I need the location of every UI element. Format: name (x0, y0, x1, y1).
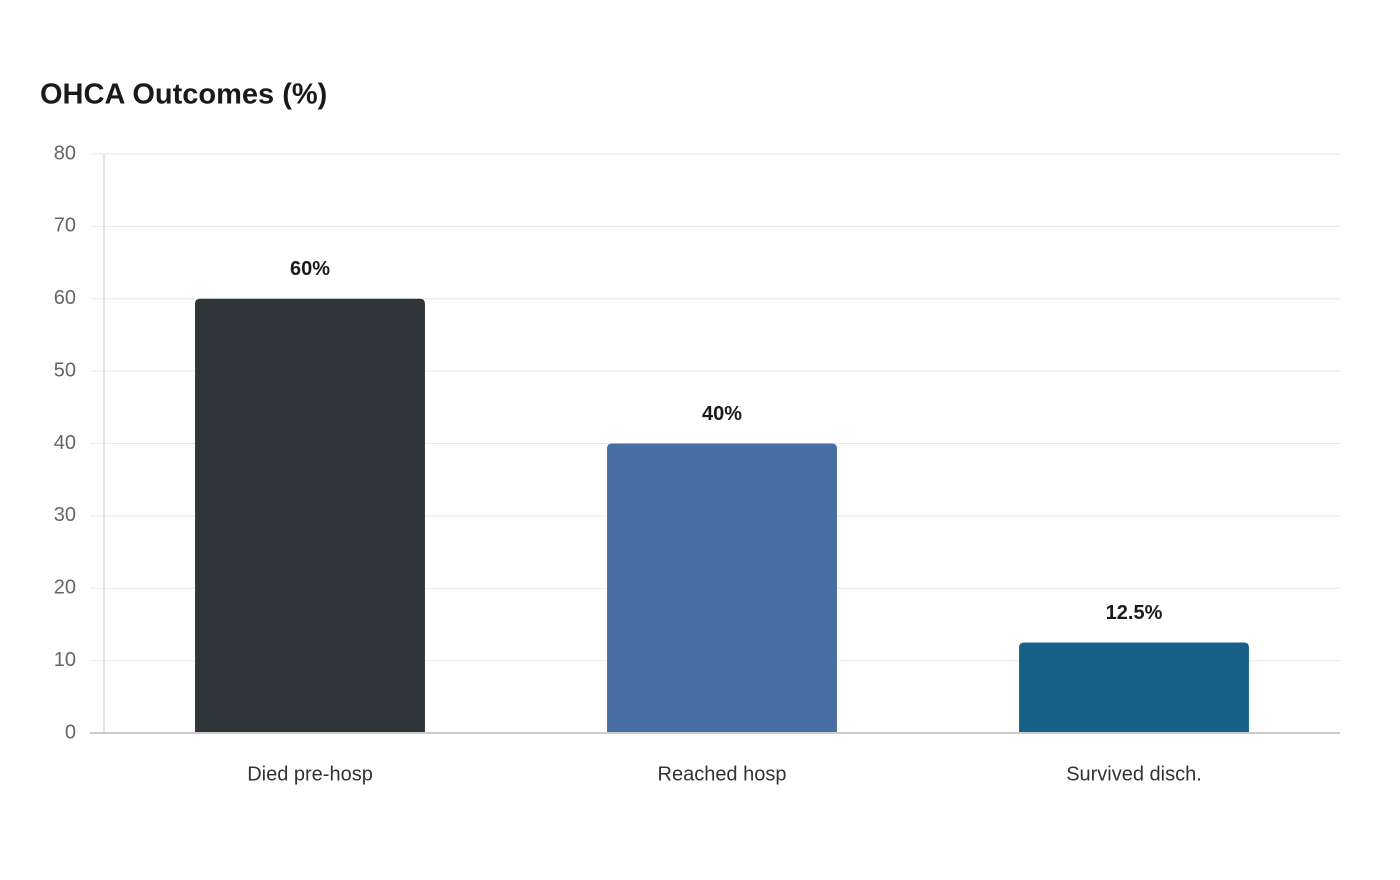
y-tick-label: 0 (65, 721, 76, 743)
y-tick-label: 30 (54, 504, 76, 526)
value-label: 12.5% (1106, 602, 1163, 624)
y-tick-label: 20 (54, 577, 76, 599)
y-tick-label: 40 (54, 432, 76, 454)
value-label: 60% (290, 258, 330, 280)
chart-title: OHCA Outcomes (%) (40, 79, 327, 111)
y-tick-label: 60 (54, 287, 76, 309)
y-tick-label: 80 (54, 142, 76, 164)
bar (195, 298, 425, 733)
x-tick-label: Reached hosp (658, 763, 787, 785)
value-label: 40% (702, 403, 742, 425)
y-tick-label: 10 (54, 649, 76, 671)
y-tick-label: 50 (54, 359, 76, 381)
x-tick-label: Died pre-hosp (247, 763, 373, 785)
y-tick-label: 70 (54, 215, 76, 237)
bar (607, 443, 837, 733)
x-tick-label: Survived disch. (1066, 763, 1202, 785)
bar (1019, 642, 1249, 733)
